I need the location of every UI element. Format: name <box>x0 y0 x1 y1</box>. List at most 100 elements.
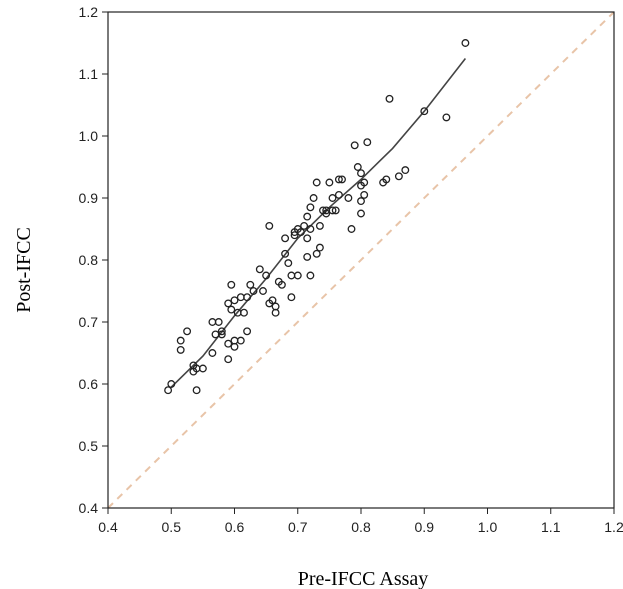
data-point <box>262 271 271 280</box>
data-point <box>385 94 394 103</box>
x-tick-label: 0.8 <box>351 519 371 535</box>
data-point <box>211 330 220 339</box>
data-point <box>176 345 185 354</box>
data-point <box>198 364 207 373</box>
x-tick-label: 0.7 <box>288 519 308 535</box>
y-tick-label: 1.1 <box>79 66 99 82</box>
data-point <box>394 172 403 181</box>
data-point <box>300 221 309 230</box>
y-tick-label: 0.8 <box>79 252 99 268</box>
data-point <box>224 355 233 364</box>
x-axis: 0.4 0.5 0.6 0.7 0.8 0.9 1.0 1.1 1.2 <box>98 508 623 535</box>
data-point <box>344 194 353 202</box>
data-point <box>331 206 340 215</box>
data-point <box>284 259 293 268</box>
data-point <box>224 299 233 308</box>
x-tick-label: 1.2 <box>604 519 623 535</box>
data-point <box>230 296 239 305</box>
data-point <box>227 280 236 289</box>
x-tick-label: 0.4 <box>98 519 118 535</box>
y-tick-label: 1.2 <box>79 4 99 20</box>
data-point <box>293 271 302 280</box>
data-point <box>287 293 296 302</box>
points-layer <box>164 39 470 395</box>
data-point <box>303 212 312 221</box>
data-point <box>363 138 372 147</box>
y-tick-label: 0.7 <box>79 314 99 330</box>
data-point <box>271 302 280 311</box>
data-point <box>281 249 290 258</box>
data-point <box>227 305 236 314</box>
data-point <box>255 265 264 274</box>
x-tick-label: 0.9 <box>415 519 435 535</box>
data-point <box>461 39 470 47</box>
data-point <box>224 339 233 348</box>
data-point <box>287 271 296 280</box>
identity-line <box>107 11 615 509</box>
data-point <box>296 228 305 237</box>
data-point <box>192 386 201 395</box>
data-point <box>306 225 315 233</box>
data-point <box>312 249 321 258</box>
data-point <box>236 336 245 345</box>
y-tick-label: 0.5 <box>79 438 99 454</box>
data-point <box>164 386 173 395</box>
data-point <box>306 271 315 280</box>
y-axis-title: Post-IFCC <box>13 227 35 313</box>
y-axis: 0.4 0.5 0.6 0.7 0.8 0.9 1.0 1.1 1.2 <box>79 4 108 516</box>
data-point <box>243 327 252 336</box>
y-tick-label: 1.0 <box>79 128 99 144</box>
data-point <box>246 280 255 289</box>
identity-line-layer <box>107 11 615 509</box>
data-point <box>382 175 391 184</box>
data-point <box>268 296 277 305</box>
x-tick-label: 0.5 <box>162 519 182 535</box>
data-point <box>243 293 252 302</box>
data-point <box>303 252 312 261</box>
y-tick-label: 0.4 <box>79 500 99 516</box>
data-point <box>357 197 365 206</box>
data-point <box>360 178 369 187</box>
data-point <box>328 206 337 215</box>
data-point <box>183 327 192 336</box>
data-point <box>167 380 176 388</box>
data-point <box>277 280 286 289</box>
data-point <box>357 169 365 178</box>
data-point <box>328 194 337 202</box>
data-point <box>303 234 312 243</box>
data-point <box>401 166 410 175</box>
data-point <box>353 163 362 171</box>
data-point <box>357 209 365 218</box>
data-point <box>360 190 369 199</box>
data-point <box>290 231 299 240</box>
data-point <box>338 175 346 184</box>
data-point <box>217 327 226 336</box>
data-point <box>325 178 334 187</box>
data-point <box>236 293 245 302</box>
data-point <box>442 113 451 122</box>
x-axis-title: Pre-IFCC Assay <box>298 568 429 589</box>
y-tick-label: 0.9 <box>79 190 99 206</box>
data-point <box>350 141 359 150</box>
data-point <box>334 190 343 199</box>
data-point <box>240 308 248 317</box>
x-tick-label: 1.1 <box>541 519 561 535</box>
data-point <box>309 194 318 202</box>
data-point <box>176 336 185 345</box>
x-tick-label: 0.6 <box>225 519 245 535</box>
data-point <box>420 107 429 116</box>
data-point <box>281 234 290 243</box>
data-point <box>217 330 226 339</box>
data-point <box>208 349 217 357</box>
data-point <box>347 225 356 233</box>
data-point <box>306 203 315 212</box>
data-point <box>312 178 321 187</box>
data-point <box>265 221 274 230</box>
x-tick-label: 1.0 <box>478 519 498 535</box>
data-point <box>214 318 223 326</box>
data-point <box>334 175 343 184</box>
data-point <box>259 287 267 295</box>
data-point <box>208 318 217 326</box>
data-point <box>322 209 331 218</box>
